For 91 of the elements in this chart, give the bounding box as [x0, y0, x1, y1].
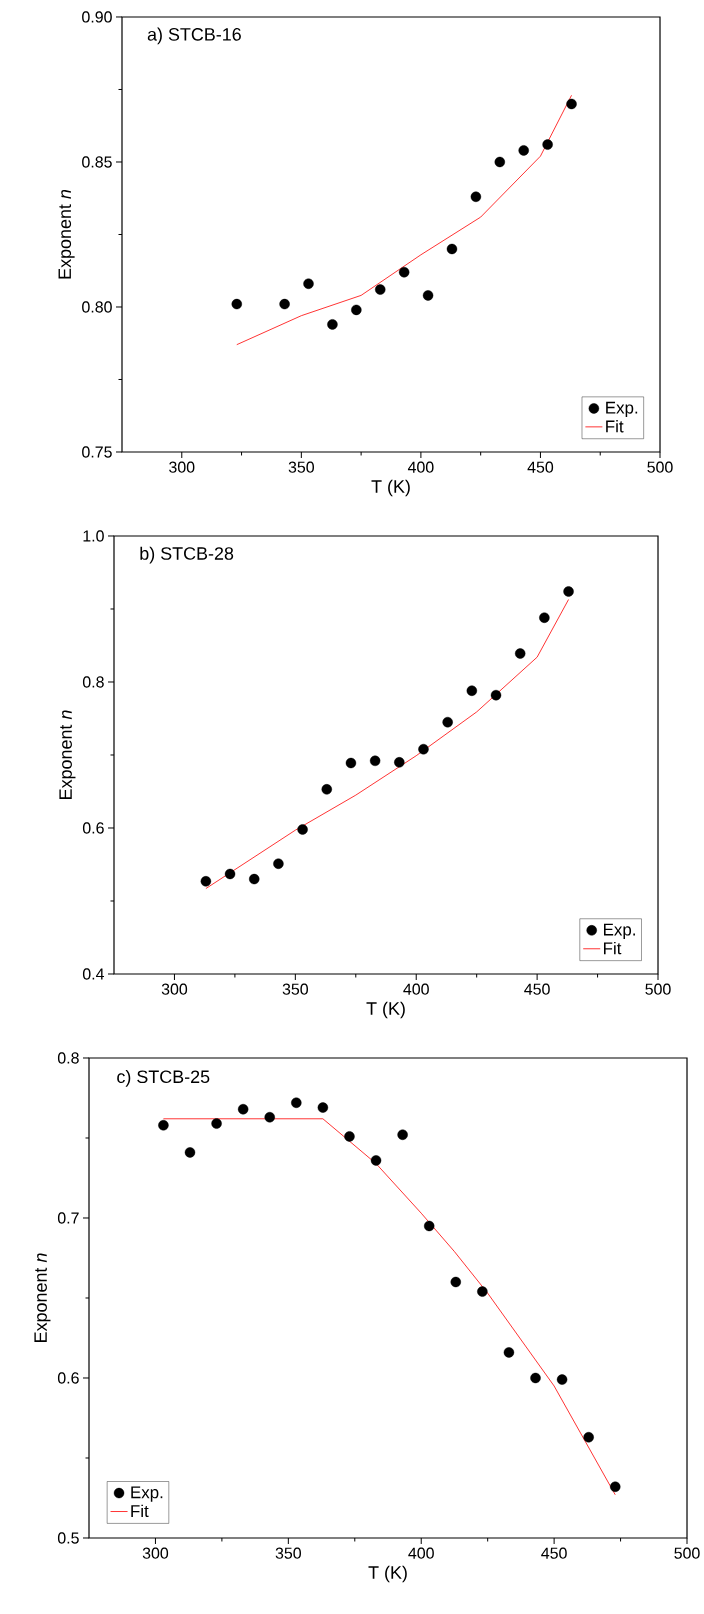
point	[224, 868, 236, 880]
y-tick-label: 1.0	[83, 530, 104, 542]
point	[369, 755, 381, 767]
point	[542, 139, 553, 150]
point	[610, 1481, 621, 1492]
y-tick-label: 0.5	[57, 1532, 79, 1544]
legend-label: Exp.	[131, 1486, 163, 1502]
legend-label: Fit	[606, 419, 624, 433]
y-axis-title: Exponent n	[59, 710, 76, 799]
y-tick-label: 0.85	[82, 156, 112, 168]
x-tick-label: 450	[524, 983, 550, 995]
x-axis-title: T (K)	[366, 1001, 405, 1019]
point	[518, 145, 529, 156]
point	[249, 873, 260, 885]
point	[539, 612, 550, 623]
y-tick-label: 0.90	[82, 11, 112, 23]
x-tick-label: 300	[142, 1547, 169, 1559]
point	[530, 1372, 541, 1384]
y-tick-label: 0.8	[57, 1052, 79, 1064]
point	[327, 319, 338, 330]
legend-label: Exp.	[604, 923, 635, 939]
point	[556, 1374, 568, 1385]
x-tick-label: 350	[288, 461, 314, 473]
point	[297, 824, 308, 835]
y-tick-label: 0.4	[82, 968, 105, 980]
point	[397, 1129, 408, 1140]
x-tick-label: 400	[403, 983, 429, 995]
point	[344, 1131, 355, 1142]
legend-label: Fit	[131, 1504, 149, 1518]
x-tick-label: 400	[408, 1547, 434, 1559]
x-tick-label: 450	[541, 1547, 567, 1559]
x-tick-label: 500	[647, 461, 673, 473]
point	[375, 284, 386, 295]
point	[158, 1120, 169, 1131]
point	[237, 1104, 249, 1115]
line-series	[236, 94, 572, 346]
point	[291, 1097, 302, 1108]
point	[317, 1102, 329, 1113]
x-tick-label: 300	[161, 983, 188, 995]
point	[351, 304, 362, 316]
x-tick-label: 350	[275, 1547, 301, 1559]
y-tick-label: 0.8	[82, 676, 104, 688]
point	[442, 716, 453, 728]
point	[566, 98, 577, 110]
point	[563, 586, 574, 597]
point	[279, 298, 290, 310]
point	[418, 743, 429, 755]
y-tick-label: 0.6	[82, 822, 104, 834]
point	[321, 784, 332, 795]
point	[370, 1155, 382, 1166]
x-tick-label: 400	[407, 461, 434, 473]
point	[515, 648, 526, 659]
point	[583, 1432, 594, 1443]
y-axis-title: Exponent n	[58, 189, 75, 279]
point	[490, 689, 502, 701]
point	[345, 757, 357, 769]
point	[184, 1147, 196, 1158]
point	[211, 1118, 222, 1129]
x-axis-title: T (K)	[368, 1565, 407, 1583]
x-tick-label: 350	[282, 983, 308, 995]
point	[424, 1220, 435, 1232]
text: a) STCB-16	[147, 27, 241, 45]
point	[466, 685, 478, 696]
text: c) STCB-25	[117, 1069, 210, 1087]
legend-label: Exp.	[606, 401, 638, 418]
y-tick-label: 0.7	[57, 1212, 79, 1224]
point	[273, 858, 284, 869]
y-tick-label: 0.75	[82, 446, 112, 458]
y-axis-title: Exponent n	[34, 1253, 51, 1342]
point	[394, 757, 405, 768]
point	[303, 278, 314, 289]
point	[470, 191, 482, 202]
x-tick-label: 500	[674, 1547, 700, 1559]
point	[231, 298, 242, 310]
point	[446, 243, 458, 255]
y-tick-label: 0.6	[57, 1372, 79, 1384]
point	[200, 876, 212, 887]
point	[264, 1112, 275, 1123]
x-axis-title: T (K)	[371, 479, 410, 497]
y-tick-label: 0.80	[82, 301, 112, 313]
x-tick-label: 450	[527, 461, 554, 473]
x-tick-label: 300	[169, 461, 195, 473]
point	[450, 1276, 461, 1288]
point	[422, 290, 434, 301]
point	[398, 266, 410, 278]
text: b) STCB-28	[140, 546, 234, 564]
point	[477, 1286, 488, 1297]
point	[503, 1347, 515, 1358]
legend-label: Fit	[604, 941, 622, 955]
point	[494, 156, 505, 168]
x-tick-label: 500	[645, 983, 671, 995]
